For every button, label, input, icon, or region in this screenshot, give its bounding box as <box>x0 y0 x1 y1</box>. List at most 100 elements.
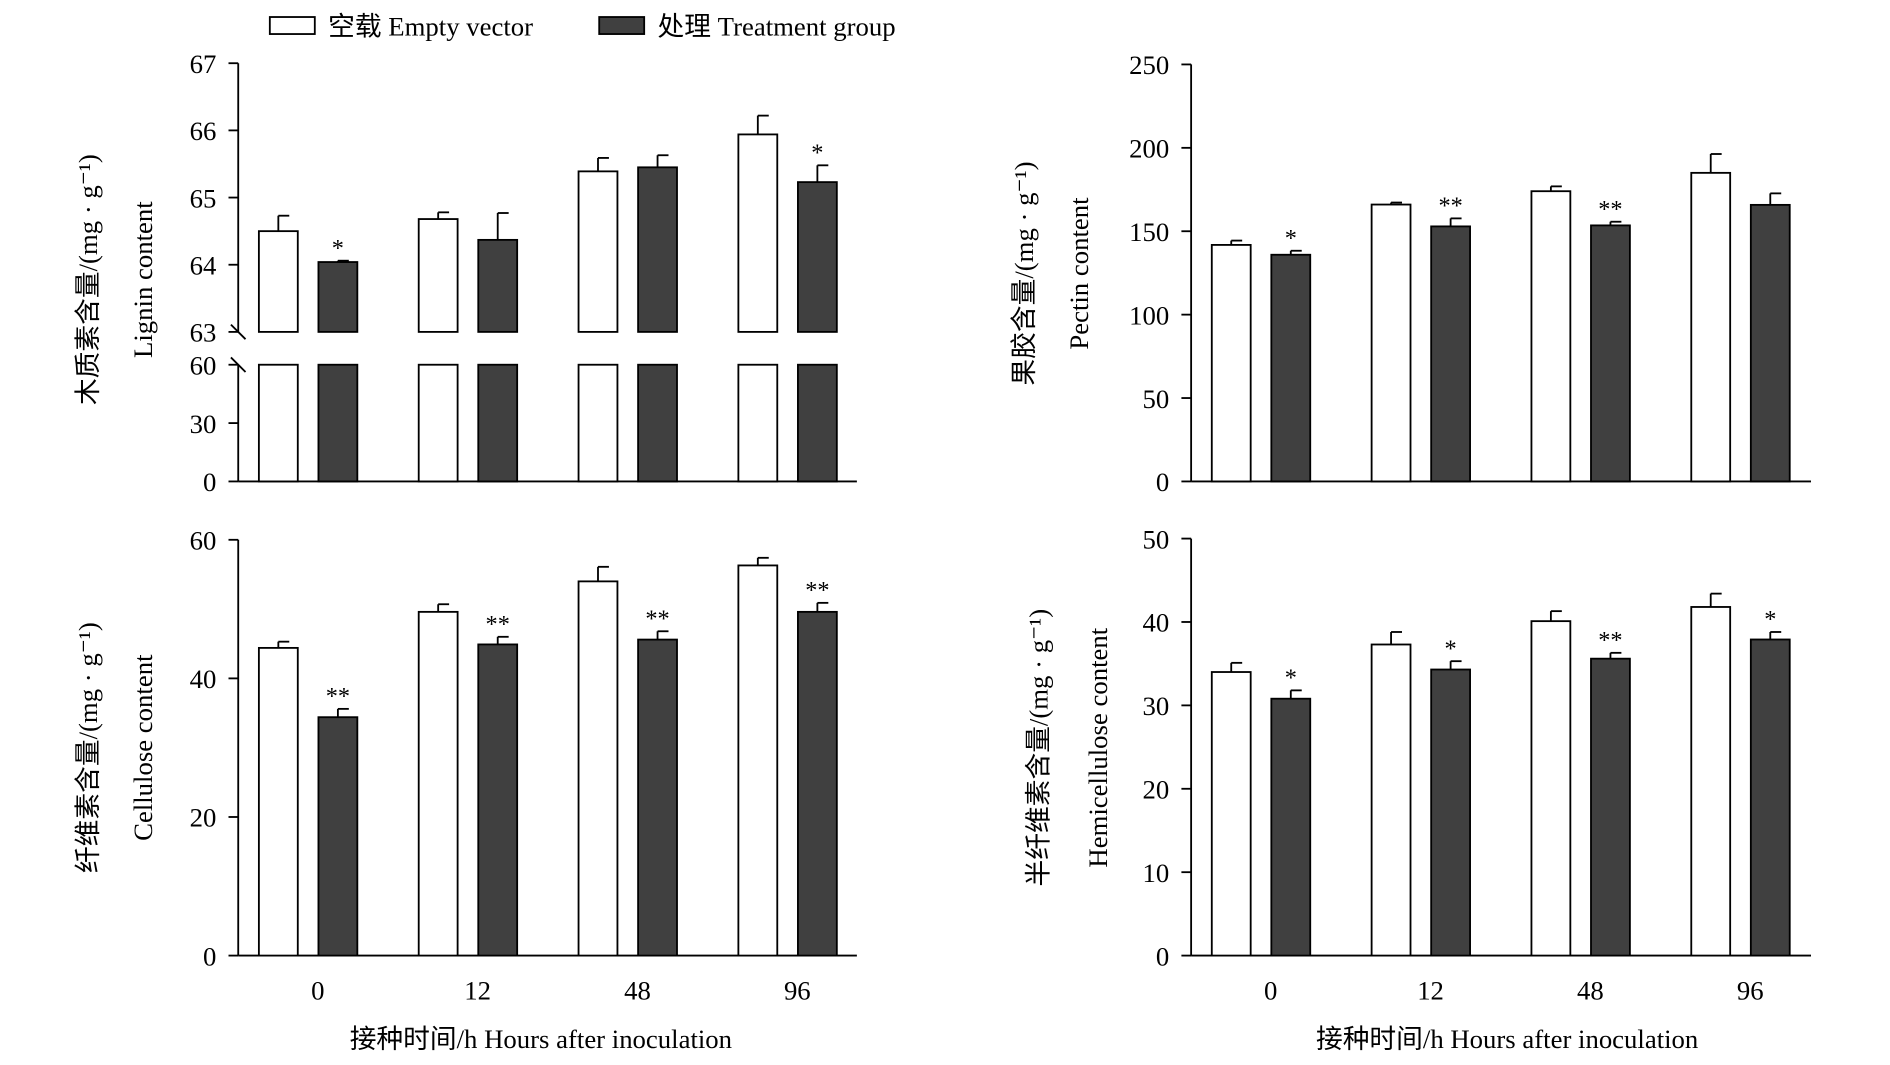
bar <box>637 638 678 957</box>
bar <box>1430 225 1471 483</box>
bar-lower <box>797 363 838 483</box>
y-tick-label: 63 <box>190 318 217 348</box>
bar <box>1690 171 1732 483</box>
bar <box>1270 253 1312 483</box>
y-tick-label: 0 <box>203 941 216 971</box>
x-tick-label: 0 <box>311 975 324 1005</box>
y-tick-label: 20 <box>1143 775 1170 805</box>
y-axis-label-en: Pectin content <box>1064 197 1094 350</box>
bar-upper <box>637 166 678 333</box>
legend-label-treat: 处理 Treatment group <box>658 11 896 41</box>
bar <box>797 610 838 957</box>
bar-lower <box>637 363 678 483</box>
bar <box>1210 244 1252 483</box>
bar-upper <box>257 230 299 333</box>
bar <box>1749 203 1791 483</box>
y-tick-label: 0 <box>203 467 216 497</box>
significance-label: * <box>811 139 823 166</box>
y-tick-label: 65 <box>190 183 217 213</box>
bar <box>1530 190 1572 483</box>
bar <box>1270 697 1312 957</box>
y-tick-label: 100 <box>1129 300 1169 330</box>
significance-label: * <box>1445 635 1457 662</box>
bar <box>1370 203 1412 483</box>
bar <box>1690 606 1732 957</box>
legend-swatch-treat <box>598 16 646 35</box>
y-axis-label-en: Lignin content <box>128 201 158 358</box>
bar-lower <box>577 363 619 483</box>
bar-upper <box>317 261 359 333</box>
bar-upper <box>477 238 519 333</box>
x-tick-label: 12 <box>464 975 491 1005</box>
x-tick-label: 96 <box>784 975 811 1005</box>
legend-label-empty: 空载 Empty vector <box>328 11 533 41</box>
bar <box>477 643 519 957</box>
panel-cellulose: 0 20 40 60 ** ** ** ** 0 12 48 96 接种时间/h Hours after… <box>73 526 857 1054</box>
y-tick-label: 0 <box>1156 467 1169 497</box>
x-axis-label: 接种时间/h Hours after inoculation <box>1316 1024 1698 1054</box>
bar-lower <box>737 363 779 483</box>
bar <box>1210 671 1252 957</box>
y-tick-label: 0 <box>1156 941 1169 971</box>
bar <box>417 610 459 957</box>
bar <box>1530 620 1572 957</box>
bar-lower <box>477 363 519 483</box>
significance-label: ** <box>805 577 829 604</box>
legend: 空载 Empty vector 处理 Treatment group <box>268 11 896 41</box>
y-tick-label: 250 <box>1129 50 1169 80</box>
significance-label: * <box>332 235 344 262</box>
bar-upper <box>417 218 459 333</box>
y-tick-label: 50 <box>1143 384 1170 414</box>
y-tick-label: 200 <box>1129 134 1169 164</box>
bar-upper <box>797 181 838 333</box>
y-tick-label: 66 <box>190 116 217 146</box>
x-tick-label: 48 <box>1577 975 1604 1005</box>
bar <box>257 646 299 957</box>
y-tick-label: 60 <box>190 526 217 556</box>
bar-lower <box>317 363 359 483</box>
bar <box>1749 638 1791 957</box>
x-tick-label: 48 <box>624 975 651 1005</box>
significance-label: * <box>1764 606 1776 633</box>
x-tick-label: 0 <box>1264 975 1277 1005</box>
significance-label: ** <box>1598 627 1622 654</box>
bar <box>1590 657 1631 957</box>
y-tick-label: 150 <box>1129 217 1169 247</box>
x-tick-label: 12 <box>1417 975 1444 1005</box>
y-axis-label-cn: 木质素含量/(mg · g⁻¹) <box>73 154 103 405</box>
y-tick-label: 40 <box>1143 608 1170 638</box>
x-tick-label: 96 <box>1737 975 1764 1005</box>
y-axis-label-en: Hemicellulose content <box>1083 627 1113 867</box>
y-tick-label: 30 <box>1143 691 1170 721</box>
bar-upper <box>737 133 779 333</box>
bar <box>577 580 619 957</box>
significance-label: ** <box>486 611 510 638</box>
bar <box>1430 668 1471 957</box>
significance-label: ** <box>326 683 350 710</box>
significance-label: ** <box>645 605 669 632</box>
significance-label: ** <box>1598 196 1622 223</box>
significance-label: ** <box>1438 193 1462 220</box>
y-axis-label-cn: 果胶含量/(mg · g⁻¹) <box>1009 161 1039 385</box>
y-tick-label: 67 <box>190 49 217 79</box>
y-tick-label: 40 <box>190 664 217 694</box>
bar <box>737 564 779 957</box>
bar-lower <box>257 363 299 483</box>
bar-upper <box>577 170 619 333</box>
y-tick-label: 60 <box>190 350 217 380</box>
y-axis-label-en: Cellulose content <box>128 654 158 841</box>
significance-label: * <box>1285 665 1297 692</box>
y-axis-label-cn: 纤维素含量/(mg · g⁻¹) <box>73 622 103 873</box>
x-axis-label: 接种时间/h Hours after inoculation <box>350 1024 732 1054</box>
legend-swatch-empty <box>268 16 316 35</box>
y-axis-label-cn: 半纤维素含量/(mg · g⁻¹) <box>1024 609 1054 887</box>
y-tick-label: 30 <box>190 409 217 439</box>
significance-label: * <box>1285 225 1297 252</box>
y-tick-label: 50 <box>1143 524 1170 554</box>
bar-lower <box>417 363 459 483</box>
